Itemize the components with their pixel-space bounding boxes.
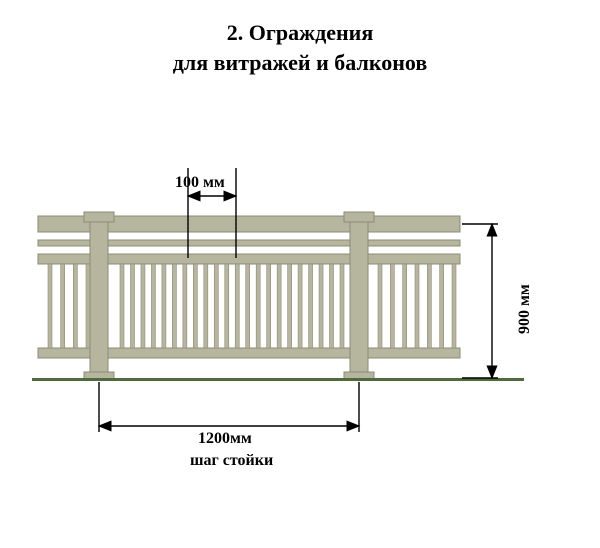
dim-label-post-spacing: 1200мм (198, 430, 252, 448)
dim-label-height: 900 мм (516, 284, 534, 334)
page: 2. Ограждения для витражей и балконов 10… (0, 18, 600, 548)
dim-label-post-spacing-sub: шаг стойки (190, 452, 273, 470)
dim-label-top-gap: 100 мм (175, 174, 225, 192)
railing-diagram (0, 18, 600, 548)
